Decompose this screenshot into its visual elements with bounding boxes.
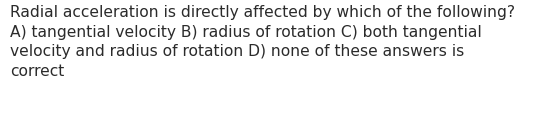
Text: Radial acceleration is directly affected by which of the following?
A) tangentia: Radial acceleration is directly affected… [10,5,515,79]
